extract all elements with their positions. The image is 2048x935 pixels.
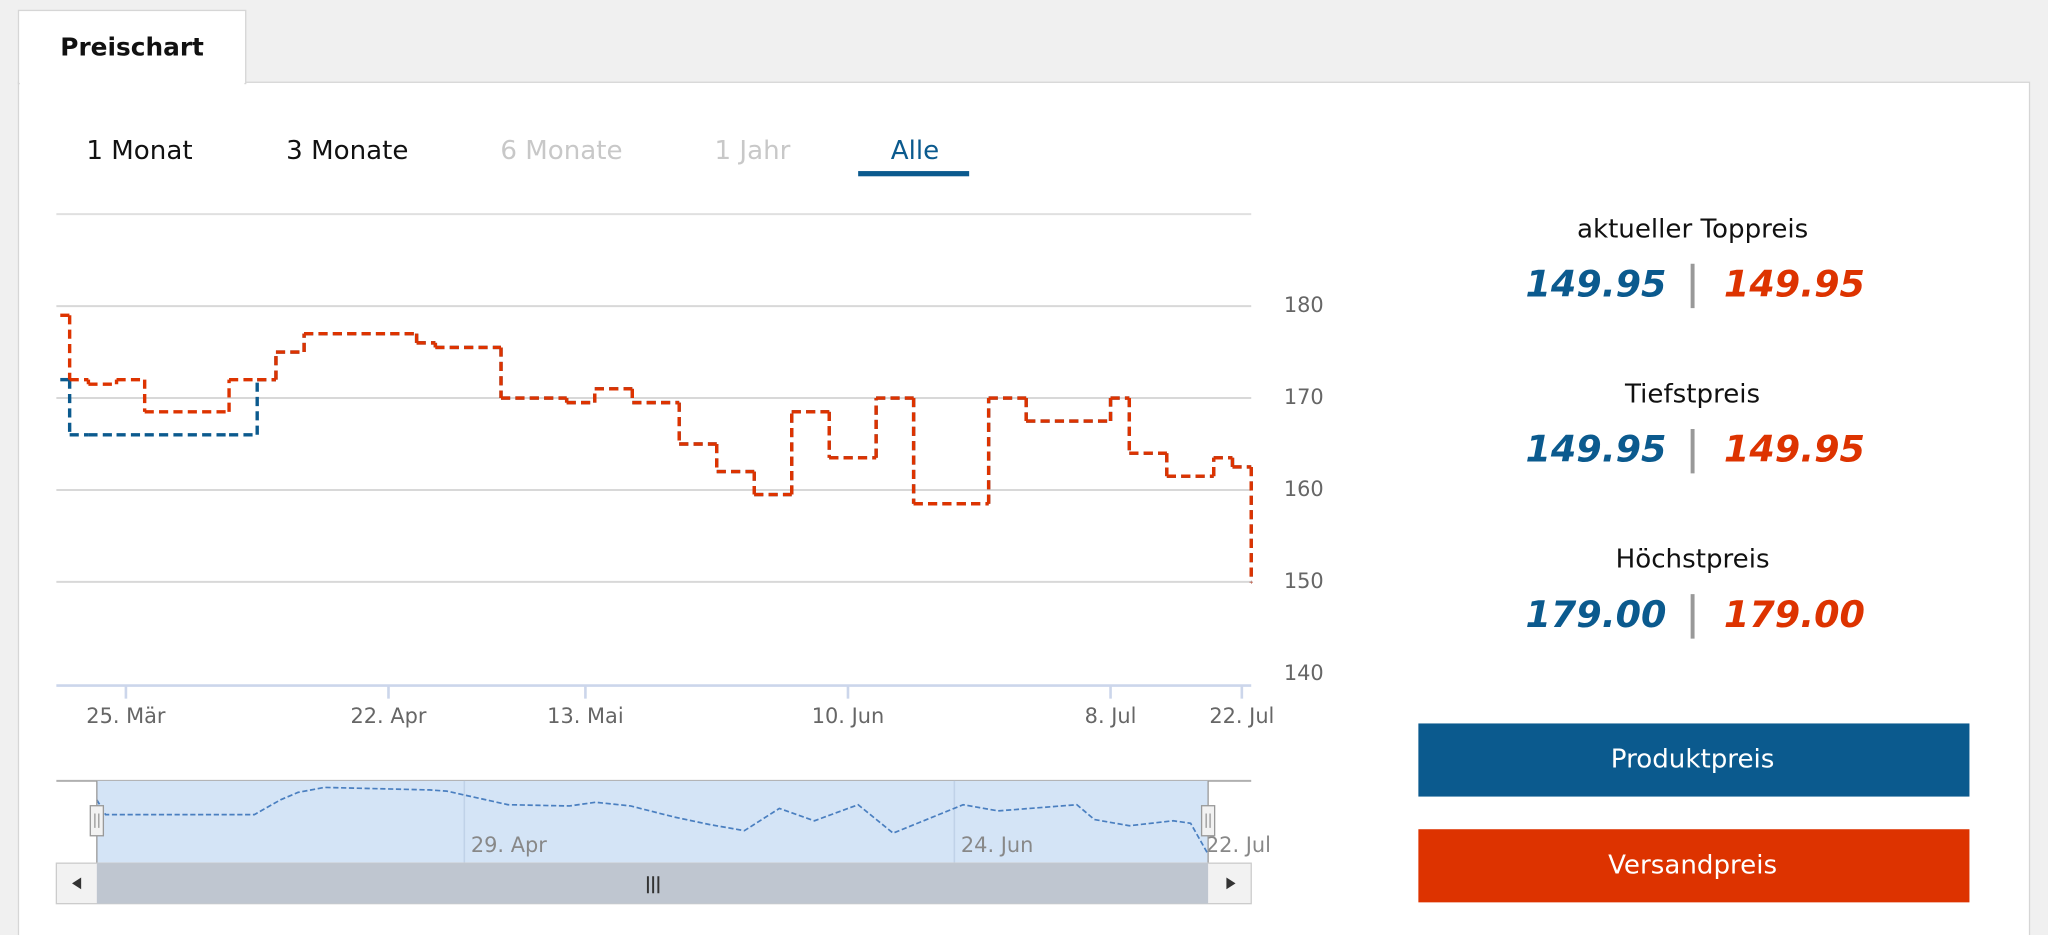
tab-joint — [19, 78, 245, 87]
navigator-mask — [96, 780, 1209, 864]
legend-button[interactable] — [1418, 829, 1970, 903]
x-tick-label: 22. Jul — [1209, 704, 1274, 728]
navigator-handle[interactable] — [1200, 805, 1216, 837]
range-button: 1 Jahr — [715, 136, 791, 166]
y-tick-label: 160 — [1284, 477, 1324, 501]
range-button: 6 Monate — [500, 136, 622, 166]
x-tick-label: 22. Apr — [351, 704, 427, 728]
tab-label[interactable]: Preischart — [60, 32, 204, 61]
x-tick-label: 25. Mär — [86, 704, 166, 728]
stat-product: 149.95 — [1525, 428, 1666, 471]
stat-label: aktueller Toppreis — [1577, 214, 1808, 244]
legend-label[interactable]: Produktpreis — [1611, 745, 1775, 775]
scroll-left[interactable] — [72, 877, 82, 890]
y-tick-label: 180 — [1284, 293, 1324, 317]
scrollbar-grip — [646, 876, 660, 894]
range-button[interactable]: 3 Monate — [286, 136, 408, 166]
handle-grip — [94, 813, 100, 828]
range-button[interactable]: 1 Monat — [86, 136, 192, 166]
stat-shipping: 149.95 — [1724, 262, 1865, 305]
stat-product: 149.95 — [1525, 262, 1666, 305]
x-tick-label: 13. Mai — [547, 704, 623, 728]
y-tick-label: 150 — [1284, 569, 1324, 593]
y-tick-label: 170 — [1284, 385, 1324, 409]
navigator-handle[interactable] — [89, 805, 105, 837]
stat-label: Höchstpreis — [1616, 545, 1770, 575]
legend-button[interactable] — [1418, 723, 1970, 797]
navigator-series — [96, 786, 1209, 855]
x-tick-label: 10. Jun — [812, 704, 884, 728]
x-tick-label: 8. Jul — [1085, 704, 1137, 728]
stat-label: Tiefstpreis — [1624, 380, 1760, 410]
navigator-label: 29. Apr — [471, 833, 547, 857]
legend-label[interactable]: Versandpreis — [1608, 850, 1777, 880]
handle-grip — [1205, 813, 1211, 828]
tab[interactable] — [17, 9, 247, 85]
step-connector — [67, 315, 1253, 583]
navigator-label: 24. Jun — [961, 833, 1033, 857]
y-tick-label: 140 — [1284, 661, 1324, 685]
stat-product: 179.00 — [1525, 593, 1666, 636]
stat-shipping: 149.95 — [1724, 428, 1865, 471]
scroll-right[interactable] — [1226, 877, 1236, 890]
navigator-label: 22. Jul — [1206, 833, 1271, 857]
range-underline — [858, 171, 970, 177]
range-button[interactable]: Alle — [891, 136, 939, 166]
stat-shipping: 179.00 — [1724, 593, 1865, 636]
